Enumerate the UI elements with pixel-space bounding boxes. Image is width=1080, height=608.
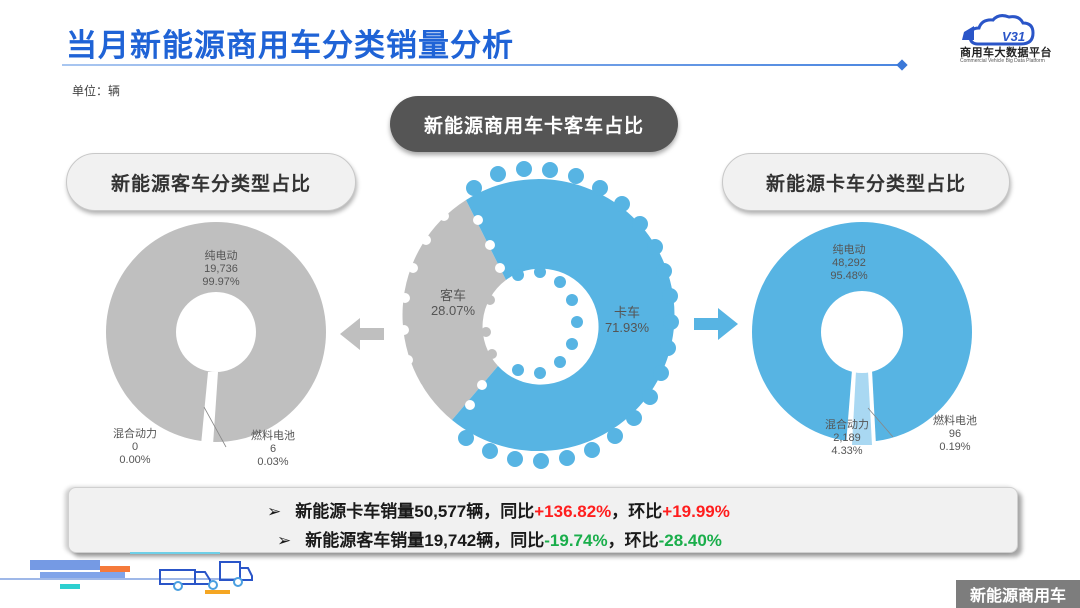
truck-summary-line: ➢ 新能源卡车销量50,577辆，同比+136.82%，环比+19.99% [267,502,730,521]
bus-yoy-value: -19.74% [544,531,608,550]
bus-share-label: 新能源客车分类型占比 客车 28.07% [430,288,476,318]
truck-share-label: 卡车 71.93% [604,305,650,335]
right-section-title: 新能源卡车分类型占比 [722,153,1010,211]
truck-bev-label: 纯电动 48,292 95.48% [830,244,868,282]
bus-type-donut [106,222,326,445]
left-section-title: 新能源客车分类型占比 [66,153,356,211]
truck-fc-label: 燃料电池 96 0.19% [933,415,977,453]
svg-text:V31: V31 [1002,29,1025,44]
page-title: 当月新能源商用车分类销量分析 [66,28,514,63]
unit-label: 单位：辆 [72,84,121,98]
truck-yoy-value: +136.82% [534,502,612,521]
fc-leader-line [203,406,227,448]
bus-bev-label: 纯电动 19,736 99.97% [202,250,240,288]
logo-text: 商用车大数据平台 [960,47,1052,59]
footer-tag: 新能源商用车 [956,580,1080,608]
truck-type-donut [752,222,972,445]
truck-hev-label: 混合动力 2,189 4.33% [825,419,869,457]
right-arrow-icon [694,308,738,340]
bus-fc-label: 燃料电池 6 0.03% [251,430,295,468]
truck-bus-donut [399,161,679,469]
logo-cloud-icon: V31 [962,14,1035,46]
bus-hev-label: 混合动力 0 0.00% [113,428,157,466]
bullet-arrow-icon: ➢ [277,531,292,550]
title-divider [62,64,902,66]
center-section-title: 新能源商用车卡客车占比 [390,96,678,152]
bus-mom-value: -28.40% [658,531,722,550]
trucks-decoration-icon [0,552,253,594]
truck-mom-value: +19.99% [662,502,730,521]
summary-box: ➢ 新能源卡车销量50,577辆，同比+136.82%，环比+19.99% ➢ 新能… [68,487,1018,553]
bullet-arrow-icon: ➢ [267,502,282,521]
fc-leader-line-truck [867,407,894,438]
logo-subtitle: Commercial Vehicle Big Data Platform [960,58,1045,64]
bus-summary-line: ➢ 新能源客车销量19,742辆，同比-19.74%，环比-28.40% [277,531,722,550]
left-arrow-icon [340,318,384,350]
